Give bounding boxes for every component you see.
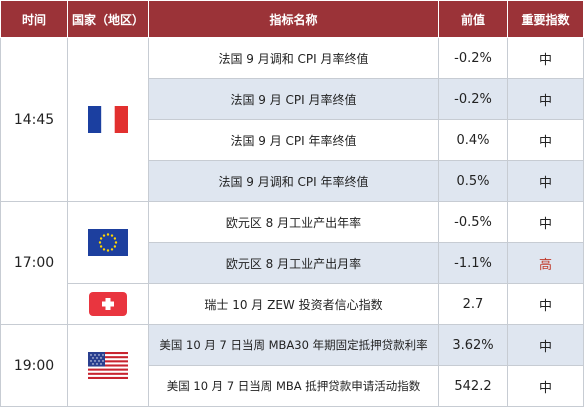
importance-cell: 中: [507, 365, 584, 407]
eu-flag-icon: [88, 229, 128, 256]
header-previous: 前值: [438, 0, 508, 38]
country-cell: [67, 283, 149, 325]
usa-flag-icon: [88, 352, 128, 379]
header-country: 国家（地区）: [67, 0, 149, 38]
country-cell: [67, 37, 149, 202]
indicator-cell: 欧元区 8 月工业产出月率: [148, 242, 439, 284]
time-cell: 17:00: [0, 201, 68, 325]
importance-cell: 中: [507, 283, 584, 325]
table-row: 法国 9 月 CPI 年率终值 0.4% 中: [1, 119, 584, 161]
table-row: 欧元区 8 月工业产出月率 -1.1% 高: [1, 242, 584, 284]
previous-value: 542.2: [438, 365, 508, 407]
previous-value: 2.7: [438, 283, 508, 325]
importance-cell: 中: [507, 160, 584, 202]
previous-value: 3.62%: [438, 324, 508, 366]
importance-cell: 中: [507, 37, 584, 79]
importance-cell-high: 高: [507, 242, 584, 284]
indicator-cell: 法国 9 月调和 CPI 年率终值: [148, 160, 439, 202]
indicator-cell: 法国 9 月调和 CPI 月率终值: [148, 37, 439, 79]
time-cell: 14:45: [0, 37, 68, 202]
time-cell: 19:00: [0, 324, 68, 407]
importance-cell: 中: [507, 119, 584, 161]
importance-cell: 中: [507, 201, 584, 243]
header-indicator: 指标名称: [148, 0, 439, 38]
importance-cell: 中: [507, 78, 584, 120]
header-time: 时间: [0, 0, 68, 38]
indicator-cell: 美国 10 月 7 日当周 MBA 抵押贷款申请活动指数: [148, 365, 439, 407]
table-header-row: 时间 国家（地区） 指标名称 前值 重要指数: [0, 0, 584, 38]
table-row: 美国 10 月 7 日当周 MBA 抵押贷款申请活动指数 542.2 中: [1, 365, 584, 407]
previous-value: -0.2%: [438, 78, 508, 120]
table-row: 17:00 欧元区 8 月工业产出年率 -0.5% 中: [0, 201, 584, 325]
table-row: 14:45 法国 9 月调和 CPI 月率终值 -0.2% 中: [0, 37, 584, 202]
previous-value: 0.5%: [438, 160, 508, 202]
indicator-cell: 瑞士 10 月 ZEW 投资者信心指数: [148, 283, 439, 325]
previous-value: -1.1%: [438, 242, 508, 284]
country-cell: [67, 324, 149, 407]
table-row: 法国 9 月 CPI 月率终值 -0.2% 中: [1, 78, 584, 120]
indicator-cell: 法国 9 月 CPI 年率终值: [148, 119, 439, 161]
indicator-cell: 欧元区 8 月工业产出年率: [148, 201, 439, 243]
table-row: 瑞士 10 月 ZEW 投资者信心指数 2.7 中: [1, 283, 584, 325]
indicator-cell: 法国 9 月 CPI 月率终值: [148, 78, 439, 120]
importance-cell: 中: [507, 324, 584, 366]
france-flag-icon: [88, 106, 128, 133]
previous-value: 0.4%: [438, 119, 508, 161]
previous-value: -0.2%: [438, 37, 508, 79]
header-importance: 重要指数: [507, 0, 584, 38]
indicator-cell: 美国 10 月 7 日当周 MBA30 年期固定抵押贷款利率: [148, 324, 439, 366]
switzerland-flag-icon: [89, 292, 127, 316]
table-row: 法国 9 月调和 CPI 年率终值 0.5% 中: [1, 160, 584, 202]
table-row: 19:00: [0, 324, 584, 407]
country-cell: [67, 201, 149, 284]
previous-value: -0.5%: [438, 201, 508, 243]
